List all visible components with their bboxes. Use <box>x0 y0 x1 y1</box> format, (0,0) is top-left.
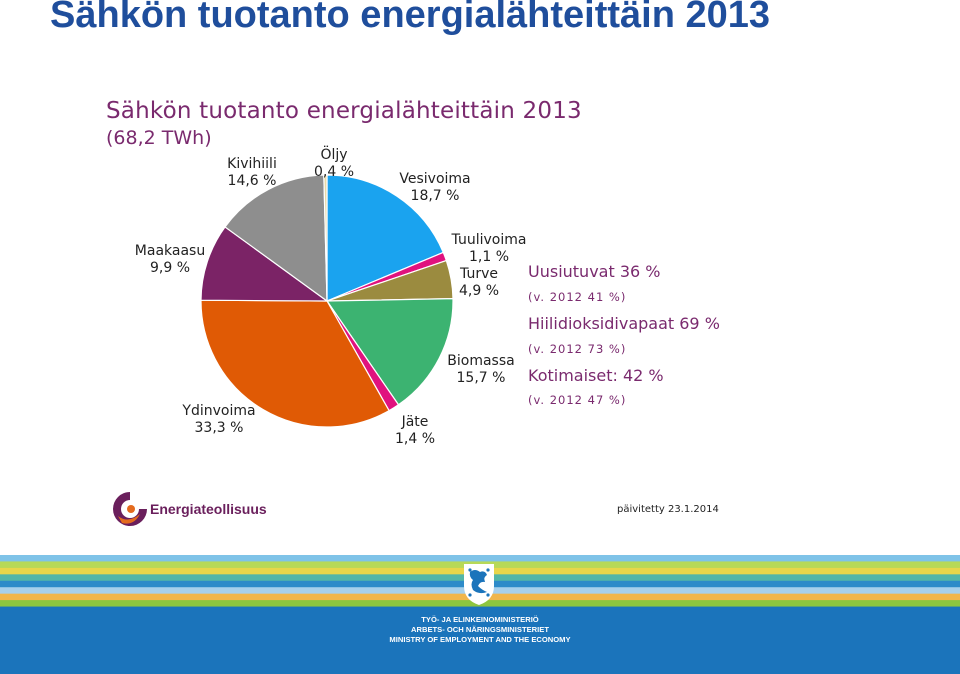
label-maakaasu-value: 9,9 % <box>149 260 191 276</box>
ministry-name-fi: TYÖ- JA ELINKEINOMINISTERIÖ <box>421 615 539 624</box>
summary-domestic: Kotimaiset: 42 % <box>528 366 664 385</box>
summary-renewables: Uusiutuvat 36 % <box>528 262 661 281</box>
pie-slice-maakaasu <box>200 226 329 302</box>
label-biomassa-name: Biomassa <box>447 353 515 369</box>
pie-slice-kivihiili <box>224 174 328 303</box>
label-vesivoima: Vesivoima 18,7 % <box>399 171 470 205</box>
summary-renewables-2012: (v. 2012 41 %) <box>528 290 627 304</box>
label-oljy-name: Öljy <box>320 147 348 163</box>
label-turve-value: 4,9 % <box>458 283 500 299</box>
label-vesivoima-value: 18,7 % <box>410 188 460 204</box>
label-turve-name: Turve <box>460 266 498 282</box>
label-kivihiili: Kivihiili 14,6 % <box>227 156 277 190</box>
label-turve: Turve 4,9 % <box>459 266 499 300</box>
footer-band <box>0 613 960 674</box>
label-jate-value: 1,4 % <box>394 431 436 447</box>
label-ydinvoima: Ydinvoima 33,3 % <box>182 403 255 437</box>
label-maakaasu: Maakaasu 9,9 % <box>135 243 205 277</box>
label-tuulivoima-name: Tuulivoima <box>451 232 527 248</box>
label-ydinvoima-name: Ydinvoima <box>182 403 256 419</box>
pie-slice-vesivoima <box>326 174 445 302</box>
label-biomassa-value: 15,7 % <box>456 370 506 386</box>
footer-stripe <box>0 555 960 562</box>
summary-co2-free: Hiilidioksidivapaat 69 % <box>528 314 720 333</box>
label-maakaasu-name: Maakaasu <box>134 243 206 259</box>
slide-title: Sähkön tuotanto energialähteittäin 2013 <box>50 0 771 36</box>
footer-stripe <box>0 606 960 613</box>
label-oljy-value: 0,4 % <box>313 164 355 180</box>
label-biomassa: Biomassa 15,7 % <box>447 353 514 387</box>
label-kivihiili-value: 14,6 % <box>227 173 277 189</box>
chart-title: Sähkön tuotanto energialähteittäin 2013 <box>106 98 582 124</box>
chart-subtitle: (68,2 TWh) <box>106 127 212 149</box>
label-ydinvoima-value: 33,3 % <box>194 420 244 436</box>
label-jate-name: Jäte <box>401 414 429 430</box>
energiateollisuus-logo-icon <box>113 492 147 526</box>
label-kivihiili-name: Kivihiili <box>227 156 277 172</box>
summary-domestic-2012: (v. 2012 47 %) <box>528 393 627 407</box>
label-vesivoima-name: Vesivoima <box>399 171 471 187</box>
logo-text: Energiateollisuus <box>150 501 267 517</box>
summary-co2-free-2012: (v. 2012 73 %) <box>528 342 627 356</box>
ministry-name-en: MINISTRY OF EMPLOYMENT AND THE ECONOMY <box>389 635 571 644</box>
label-tuulivoima-value: 1,1 % <box>468 249 510 265</box>
lion-crest-icon <box>464 564 494 605</box>
ministry-name-sv: ARBETS- OCH NÄRINGSMINISTERIET <box>411 625 549 634</box>
label-jate: Jäte 1,4 % <box>395 414 435 448</box>
pie-slice-öljy <box>323 174 328 302</box>
pie-slice-biomassa <box>325 298 454 406</box>
updated-date: päivitetty 23.1.2014 <box>617 504 719 515</box>
label-tuulivoima: Tuulivoima 1,1 % <box>452 232 527 266</box>
pie-slice-ydinvoima <box>200 299 390 428</box>
label-oljy: Öljy 0,4 % <box>314 147 354 181</box>
